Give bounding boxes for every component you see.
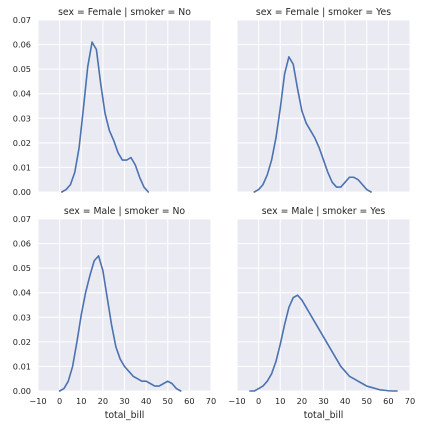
facet-panel: sex = Female | smoker = Yes	[236, 7, 411, 193]
y-tick-label: 0.03	[13, 113, 31, 123]
x-tick-label: 60	[184, 396, 194, 406]
x-tick-label: 70	[206, 396, 216, 406]
y-tick-label: 0.05	[13, 263, 31, 273]
y-tick-label: 0.02	[13, 138, 31, 148]
density-curve	[253, 56, 372, 193]
x-tick-label: 50	[362, 396, 372, 406]
x-tick-label: 20	[297, 396, 307, 406]
y-tick-label: 0.06	[13, 239, 31, 249]
y-tick-label: 0.04	[13, 89, 31, 99]
x-tick-label: 20	[98, 396, 108, 406]
x-tick-label: 30	[119, 396, 129, 406]
y-tick-label: 0.06	[13, 40, 31, 50]
y-tick-label: 0.07	[13, 214, 31, 224]
x-axis-label: total_bill	[304, 410, 344, 421]
x-tick-label: 70	[405, 396, 415, 406]
y-tick-label: 0.01	[13, 162, 31, 172]
x-axis-label: total_bill	[105, 410, 145, 421]
panel-title: sex = Female | smoker = Yes	[256, 7, 391, 18]
facet-panel: sex = Male | smoker = No 0.00 0.01 0.02 0.03…	[13, 206, 216, 421]
x-tick-label: −10	[228, 396, 245, 406]
x-tick-label: 10	[76, 396, 86, 406]
y-tick-label: 0.03	[13, 312, 31, 322]
panel-title: sex = Male | smoker = No	[64, 206, 186, 217]
x-tick-label: 40	[340, 396, 350, 406]
density-curve	[60, 41, 150, 193]
y-tick-label: 0.07	[13, 15, 31, 25]
x-tick-label: 0	[256, 396, 261, 406]
y-tick-label: 0.02	[13, 337, 31, 347]
y-tick-label: 0.05	[13, 64, 31, 74]
panel-title: sex = Female | smoker = No	[58, 7, 191, 18]
x-tick-label: 0	[57, 396, 62, 406]
y-tick-label: 0.04	[13, 288, 31, 298]
x-tick-label: 60	[383, 396, 393, 406]
y-tick-label: 0.01	[13, 361, 31, 371]
density-curve	[249, 294, 398, 392]
x-tick-label: 30	[318, 396, 328, 406]
facet-panel: sex = Female | smoker = No 0.00 0.01 0.02 0.…	[13, 7, 212, 197]
facet-panel: sex = Male | smoker = Yes −10 0 10 20 30 40 50 6…	[228, 206, 415, 421]
x-tick-label: 40	[141, 396, 151, 406]
panel-title: sex = Male | smoker = Yes	[262, 206, 386, 217]
x-tick-label: 10	[275, 396, 285, 406]
x-tick-label: 50	[163, 396, 173, 406]
y-tick-label: 0.00	[13, 386, 31, 396]
density-curve	[58, 255, 182, 392]
x-tick-label: −10	[29, 396, 46, 406]
y-tick-label: 0.00	[13, 187, 31, 197]
